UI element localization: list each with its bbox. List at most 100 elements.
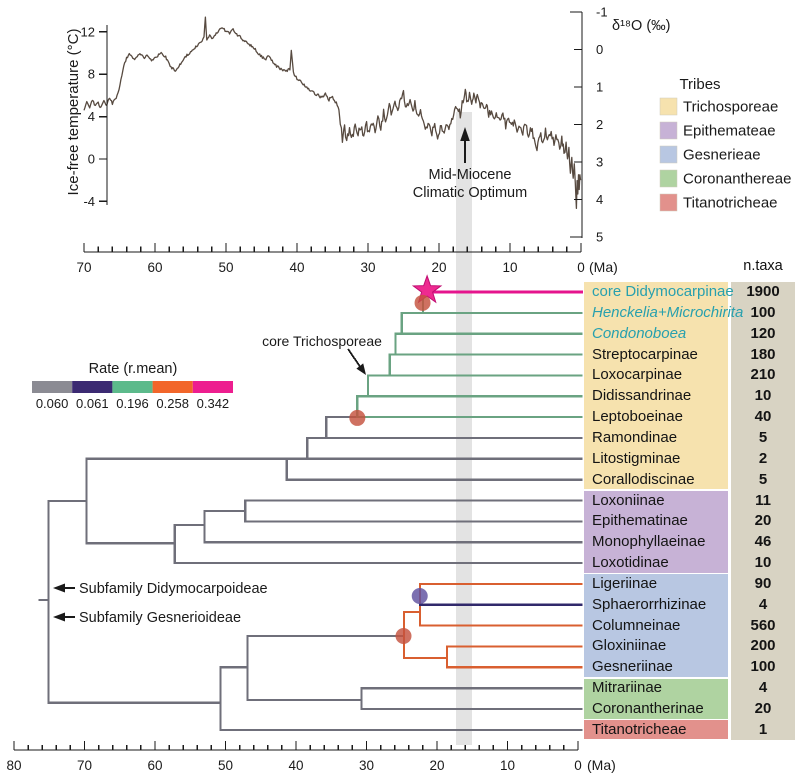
- taxa-label: Coronantherinae: [592, 700, 704, 717]
- taxa-label: Mitrariinae: [592, 679, 663, 697]
- tribe-block-epithemateae: [584, 490, 728, 573]
- tribe-swatch-trichosporeae: [659, 97, 678, 116]
- taxa-count: 40: [754, 408, 772, 426]
- bottom-axis-tick-label: 80: [6, 758, 21, 773]
- tribe-legend-label: Coronanthereae: [683, 171, 791, 188]
- taxa-label: Monophyllaeinae: [592, 533, 706, 551]
- taxa-count: 4: [758, 679, 768, 697]
- taxa-count: 560: [750, 616, 776, 634]
- bottom-axis-tick-label: 50: [218, 758, 233, 773]
- bottom-axis-tick-label: 30: [359, 758, 374, 773]
- taxa-label: Leptoboeinae: [592, 408, 683, 426]
- temperature-tick-label: -4: [83, 194, 95, 209]
- bottom-axis-tick-label: 40: [288, 758, 303, 773]
- rate-swatch: [192, 381, 233, 393]
- bottom-axis-tick-label: 0: [574, 758, 582, 773]
- tribe-swatch-coronanthereae: [659, 169, 678, 188]
- rate-swatch: [32, 381, 73, 393]
- ntaxa-column-background: [731, 281, 795, 741]
- d18o-tick-label: -1: [596, 5, 608, 20]
- subfamily-arrow-head: [53, 583, 65, 593]
- rate-legend-title: Rate (r.mean): [89, 361, 178, 377]
- rate-swatch: [72, 381, 113, 393]
- core-trich-arrow-head: [356, 363, 366, 375]
- taxa-count: 90: [754, 574, 772, 592]
- d18o-tick-label: 0: [596, 42, 603, 57]
- mid-axis-tick-label: 0: [577, 260, 585, 275]
- temperature-tick-label: 12: [81, 24, 95, 39]
- tribes-legend-title: Tribes: [679, 76, 720, 93]
- taxa-label: Didissandrinae: [592, 387, 692, 405]
- taxa-count: 5: [758, 428, 768, 446]
- tribe-legend-label: Gesnerieae: [683, 147, 761, 164]
- ntaxa-column-header: n.taxa: [743, 258, 783, 274]
- tribe-block-gesnerieae: [584, 574, 728, 677]
- taxa-count: 20: [754, 512, 772, 530]
- tribe-legend-label: Trichosporeae: [683, 99, 778, 116]
- mid-axis-tick-label: 50: [218, 260, 233, 275]
- rate-swatch: [152, 381, 193, 393]
- rate-bin-value: 0.196: [116, 396, 149, 411]
- rate-shift-node: [411, 587, 428, 604]
- taxa-count: 120: [750, 324, 776, 342]
- rate-shift-node: [395, 628, 412, 645]
- taxa-count: 10: [754, 554, 772, 572]
- temperature-tick-label: 4: [88, 109, 95, 124]
- temperature-tick-label: 8: [88, 67, 95, 82]
- rate-shift-node: [349, 409, 366, 426]
- tribe-swatch-gesnerieae: [659, 145, 678, 164]
- rate-bin-value: 0.342: [197, 396, 230, 411]
- crown-node-star: [411, 274, 443, 304]
- bottom-axis-tick-label: 10: [500, 758, 515, 773]
- tribe-block-coronanthereae: [584, 678, 728, 719]
- taxa-count: 100: [750, 303, 776, 321]
- mid-axis-tick-label: 70: [76, 260, 91, 275]
- taxa-label: Columneinae: [592, 616, 681, 634]
- taxa-label: Ligeriinae: [592, 574, 658, 592]
- mid-axis-tick-label: 10: [502, 260, 517, 275]
- mmco-band: [456, 112, 472, 745]
- temperature-axis-label: Ice-free temperature (°C): [65, 29, 82, 196]
- taxa-count: 11: [755, 491, 771, 509]
- bottom-axis-tick-label: 60: [147, 758, 162, 773]
- taxa-count: 46: [754, 533, 772, 551]
- taxa-label: Loxotidinae: [592, 554, 669, 572]
- rate-swatch: [112, 381, 153, 393]
- tribe-swatch-epithemateae: [659, 121, 678, 140]
- taxa-count: 100: [750, 658, 776, 676]
- taxa-count: 180: [750, 345, 776, 363]
- d18o-tick-label: 4: [596, 192, 603, 207]
- core-trich-arrow-line: [347, 348, 362, 369]
- rate-bin-value: 0.060: [36, 396, 69, 411]
- taxa-count: 1900: [746, 283, 780, 300]
- tribe-block-titanotricheae: [584, 720, 728, 740]
- mid-axis-tick-label: 20: [431, 260, 446, 275]
- tribe-block-trichosporeae: [584, 282, 728, 490]
- subfamily-didymocarpoideae-annotation: Subfamily Didymocarpoideae: [79, 581, 268, 597]
- taxa-count: 210: [750, 366, 776, 384]
- d18o-tick-label: 1: [596, 80, 603, 95]
- taxa-label: Sphaerorrhizinae: [592, 595, 707, 613]
- d18o-tick-label: 5: [596, 230, 603, 245]
- bottom-axis-unit-label: (Ma): [587, 757, 616, 773]
- taxa-count: 20: [754, 700, 772, 717]
- mid-axis-tick-label: 60: [147, 260, 162, 275]
- temperature-tick-label: 0: [88, 152, 95, 167]
- mmco-arrow-head: [460, 127, 470, 141]
- taxa-label: Epithematinae: [592, 512, 688, 530]
- taxa-count: 1: [758, 720, 768, 738]
- taxa-label: Henckelia+Microchirita: [592, 303, 744, 321]
- mmco-annotation-line2: Climatic Optimum: [413, 185, 527, 201]
- d18o-axis-label: δ¹⁸O (‰): [612, 18, 670, 34]
- core-trichosporeae-annotation: core Trichosporeae: [262, 333, 382, 349]
- bottom-axis-tick-label: 20: [429, 758, 444, 773]
- taxa-count: 2: [758, 449, 768, 467]
- tribe-swatch-titanotricheae: [659, 193, 678, 212]
- subfamily-gesnerioideae-annotation: Subfamily Gesnerioideae: [79, 610, 241, 626]
- taxa-label: Corallodiscinae: [592, 470, 695, 488]
- mid-axis-unit-label: (Ma): [589, 259, 618, 275]
- rate-bin-value: 0.258: [156, 396, 189, 411]
- mmco-annotation-line1: Mid-Miocene: [429, 167, 512, 183]
- taxa-label: Gloxiniinae: [592, 637, 667, 655]
